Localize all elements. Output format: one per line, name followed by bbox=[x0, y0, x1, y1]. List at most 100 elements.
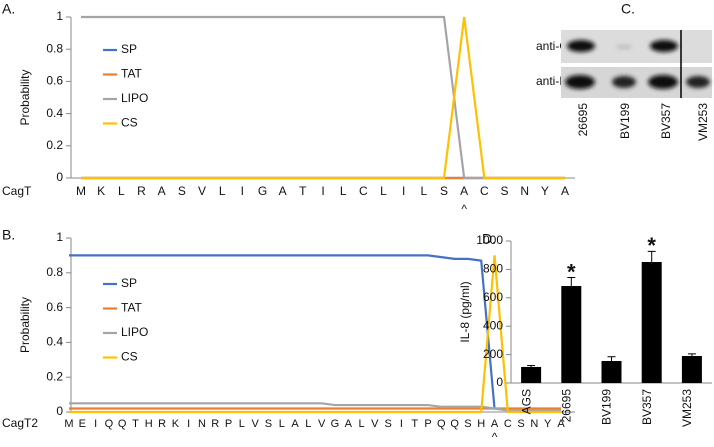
x-tick-label: R bbox=[211, 418, 219, 430]
x-tick-label: Y bbox=[544, 418, 552, 430]
blot-band bbox=[616, 45, 632, 49]
x-tick-label: S bbox=[265, 418, 272, 430]
y-tick-label: 1 bbox=[56, 230, 63, 244]
x-tick-label: V bbox=[371, 418, 379, 430]
line-series bbox=[69, 402, 561, 412]
y-tick-label: 600 bbox=[483, 290, 503, 304]
x-tick-label: A bbox=[345, 418, 353, 430]
x-tick-label: S bbox=[384, 418, 391, 430]
blot-band bbox=[648, 75, 678, 89]
blot-band bbox=[650, 40, 678, 52]
x-tick-label: C bbox=[480, 184, 489, 198]
y-tick-label: 200 bbox=[483, 347, 503, 361]
panel-label: B. bbox=[2, 227, 15, 243]
x-tick-label: L bbox=[358, 418, 364, 430]
y-tick-label: 0.8 bbox=[46, 41, 63, 55]
blot-band bbox=[612, 76, 636, 88]
x-tick-label: Q bbox=[437, 418, 446, 430]
x-tick-label: VM253 bbox=[680, 389, 694, 427]
x-tick-label: V bbox=[198, 184, 206, 198]
legend-label: CS bbox=[121, 350, 138, 364]
y-tick-label: 0.6 bbox=[46, 300, 63, 314]
x-tick-label: M bbox=[76, 184, 86, 198]
x-tick-label: A bbox=[279, 184, 287, 198]
x-tick-label: C bbox=[504, 418, 512, 430]
x-tick-label: I bbox=[400, 418, 403, 430]
x-axis-title: CagT2 bbox=[2, 416, 38, 430]
cleavage-marker: ^ bbox=[492, 430, 498, 444]
blot-band bbox=[565, 75, 595, 89]
x-tick-label: I bbox=[94, 418, 97, 430]
x-tick-label: K bbox=[97, 184, 105, 198]
x-tick-label: K bbox=[172, 418, 180, 430]
x-tick-label: L bbox=[340, 184, 347, 198]
x-tick-label: E bbox=[79, 418, 86, 430]
x-tick-label: C bbox=[359, 184, 368, 198]
blot-lane-label: VM253 bbox=[696, 103, 710, 141]
x-tick-label: L bbox=[305, 418, 311, 430]
x-tick-label: I bbox=[402, 184, 405, 198]
legend-label: SP bbox=[121, 42, 137, 56]
significance-marker: * bbox=[567, 259, 576, 284]
y-tick-label: 0.2 bbox=[46, 138, 63, 152]
panel-label: C. bbox=[621, 1, 635, 17]
cleavage-marker: ^ bbox=[461, 202, 467, 216]
blot-lane-label: BV199 bbox=[618, 103, 632, 139]
y-tick-label: 0.4 bbox=[46, 106, 63, 120]
x-axis-title: CagT bbox=[2, 184, 32, 198]
legend-label: LIPO bbox=[121, 325, 148, 339]
y-axis-title: Probability bbox=[18, 297, 32, 353]
x-tick-label: N bbox=[520, 184, 529, 198]
y-tick-label: 1 bbox=[56, 9, 63, 23]
x-tick-label: L bbox=[219, 184, 226, 198]
x-tick-label: A bbox=[291, 418, 299, 430]
x-tick-label: A bbox=[561, 184, 569, 198]
y-tick-label: 0 bbox=[496, 375, 503, 389]
y-tick-label: 0.2 bbox=[46, 369, 63, 383]
x-tick-label: A bbox=[460, 184, 468, 198]
legend-label: LIPO bbox=[121, 91, 148, 105]
blot-lane-label: 26695 bbox=[576, 103, 590, 137]
y-tick-label: 1000 bbox=[476, 233, 503, 247]
x-tick-label: S bbox=[440, 184, 448, 198]
x-tick-label: L bbox=[239, 418, 245, 430]
legend-label: TAT bbox=[121, 301, 143, 315]
x-tick-label: L bbox=[279, 418, 285, 430]
x-tick-label: L bbox=[420, 184, 427, 198]
x-tick-label: T bbox=[411, 418, 418, 430]
x-tick-label: BV199 bbox=[600, 389, 614, 425]
x-tick-label: V bbox=[318, 418, 326, 430]
x-tick-label: G bbox=[258, 184, 267, 198]
x-tick-label: L bbox=[118, 184, 125, 198]
bar bbox=[521, 366, 542, 383]
x-tick-label: I bbox=[321, 184, 324, 198]
line-series bbox=[81, 15, 565, 180]
legend-label: TAT bbox=[121, 67, 143, 81]
legend-label: SP bbox=[121, 276, 137, 290]
x-tick-label: P bbox=[225, 418, 232, 430]
y-axis-title: Probability bbox=[18, 69, 32, 125]
line-series bbox=[69, 254, 561, 412]
x-tick-label: I bbox=[241, 184, 244, 198]
x-tick-label: P bbox=[424, 418, 431, 430]
line-series bbox=[69, 255, 561, 414]
line-series bbox=[81, 16, 565, 180]
x-tick-label: Q bbox=[105, 418, 114, 430]
x-tick-label: Y bbox=[541, 184, 549, 198]
x-tick-label: T bbox=[299, 184, 307, 198]
x-tick-label: S bbox=[500, 184, 508, 198]
y-tick-label: 0.8 bbox=[46, 265, 63, 279]
panel-label: A. bbox=[2, 1, 15, 17]
x-tick-label: R bbox=[158, 418, 166, 430]
y-tick-label: 0 bbox=[56, 404, 63, 418]
y-axis-title: IL-8 (pg/ml) bbox=[458, 281, 472, 342]
x-tick-label: I bbox=[187, 418, 190, 430]
x-tick-label: Q bbox=[450, 418, 459, 430]
panel-label: D. bbox=[482, 231, 496, 247]
legend-label: CS bbox=[121, 116, 138, 130]
x-tick-label: Q bbox=[118, 418, 127, 430]
bar bbox=[641, 262, 662, 383]
y-tick-label: 0.6 bbox=[46, 74, 63, 88]
x-tick-label: H bbox=[145, 418, 153, 430]
